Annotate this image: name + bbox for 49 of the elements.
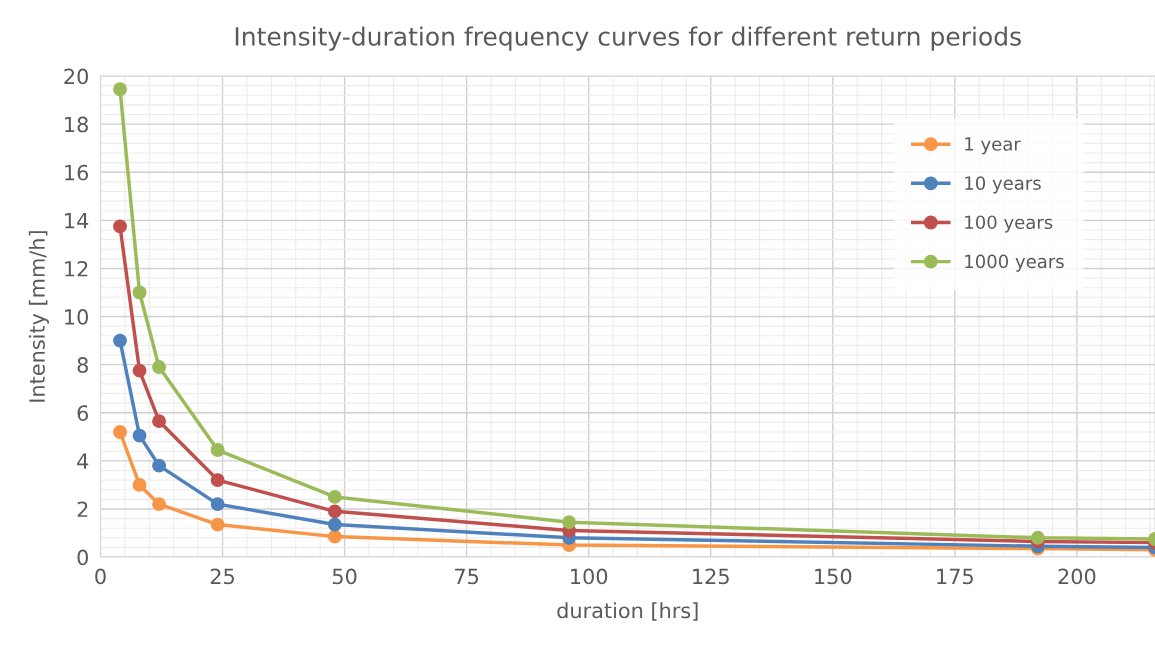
x-tick-label: 0 — [95, 568, 106, 585]
point — [113, 333, 127, 348]
point — [113, 82, 127, 97]
x-axis-title: duration [hrs] — [557, 602, 698, 621]
x-tick-label: 150 — [815, 568, 852, 585]
y-tick-label: 20 — [64, 68, 88, 85]
y-tick-label: 8 — [77, 357, 88, 373]
point — [132, 363, 147, 378]
x-tick-label: 200 — [1058, 568, 1096, 585]
point — [132, 285, 147, 300]
y-tick-label: 2 — [77, 501, 88, 517]
legend-label: 1000 years — [965, 254, 1064, 272]
point — [327, 529, 342, 544]
x-tick-label: 175 — [937, 568, 973, 585]
y-tick-label: 18 — [65, 116, 88, 133]
y-tick-label: 4 — [77, 453, 89, 469]
y-tick-label: 16 — [65, 164, 89, 181]
point — [210, 517, 225, 532]
point — [210, 443, 225, 457]
point — [327, 504, 342, 519]
chart-title: Intensity-duration frequency curves for different return periods — [235, 26, 1021, 51]
point — [210, 473, 225, 488]
legend-label: 1 year — [965, 137, 1021, 155]
legend-label: 100 years — [965, 215, 1053, 233]
y-axis-title: Intensity [mm/h] — [28, 231, 49, 402]
x-tick-label: 125 — [693, 568, 729, 585]
point — [210, 497, 225, 512]
x-tick-label: 100 — [571, 568, 608, 585]
point — [132, 477, 147, 492]
y-tick-label: 6 — [77, 405, 89, 421]
point — [152, 497, 167, 512]
point — [113, 425, 127, 439]
point — [152, 414, 167, 429]
point — [152, 360, 167, 375]
x-tick-label: 25 — [210, 568, 234, 585]
y-tick-label: 12 — [65, 260, 88, 277]
y-tick-label: 0 — [77, 549, 88, 566]
point — [113, 219, 127, 234]
y-tick-label: 14 — [65, 213, 89, 229]
point — [327, 517, 342, 532]
point — [562, 515, 577, 530]
x-tick-label: 50 — [332, 568, 357, 585]
y-tick-label: 10 — [65, 309, 88, 325]
point — [1030, 530, 1045, 545]
point — [132, 428, 147, 443]
x-tick-label: 75 — [455, 568, 479, 585]
legend-label: 10 years — [965, 176, 1041, 194]
point — [327, 489, 342, 504]
point — [152, 458, 167, 473]
